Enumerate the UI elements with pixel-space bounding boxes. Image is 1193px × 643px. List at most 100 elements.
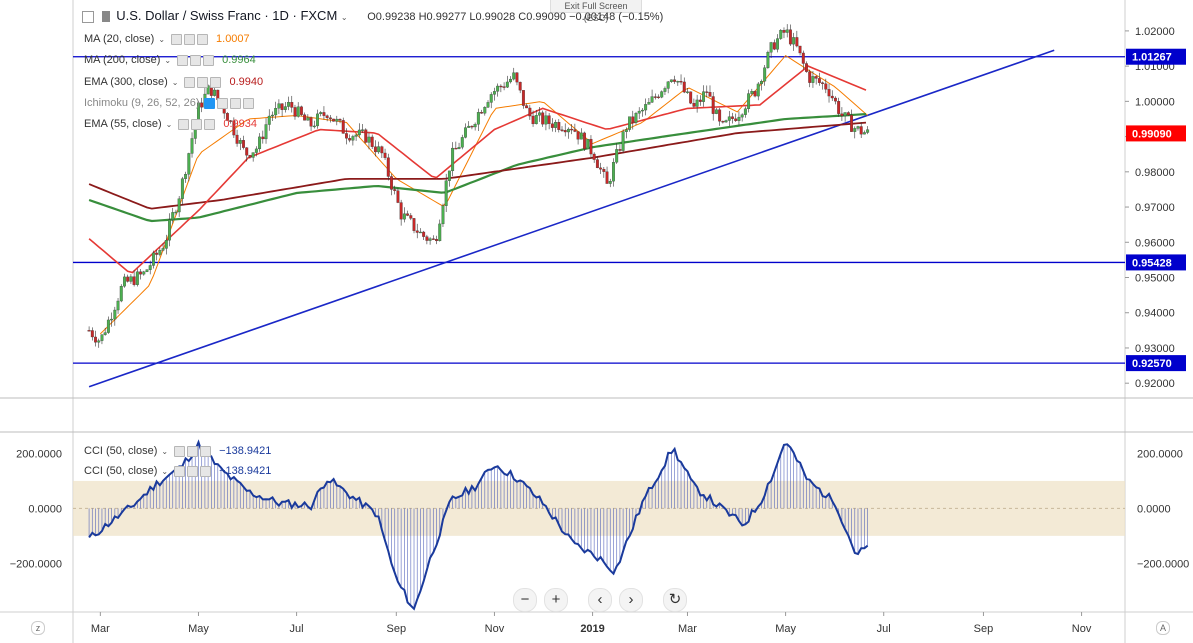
indicator-legend-row[interactable]: Ichimoku (9, 26, 52, 26) <box>84 97 256 109</box>
candle-body <box>808 71 812 83</box>
candle-body <box>158 250 162 255</box>
candle-body <box>570 128 574 131</box>
collapse-icon[interactable] <box>82 10 94 23</box>
indicator-legend-row[interactable]: EMA (300, close) ⌄ 0.9940 <box>84 76 263 88</box>
candle-body <box>113 309 117 320</box>
eye-icon <box>177 54 189 66</box>
candle-body <box>599 167 603 170</box>
candle-body <box>106 319 110 333</box>
candle-body <box>361 129 364 131</box>
candle-body <box>245 147 249 156</box>
candle-body <box>518 81 522 91</box>
gear-icon <box>216 97 228 109</box>
chart-header: U.S. Dollar / Swiss Franc · 1D · FXCM ⌄ … <box>82 8 663 23</box>
candle-body <box>534 115 538 125</box>
candle-body <box>538 112 541 116</box>
candle-body <box>438 223 442 242</box>
candle-body <box>512 72 516 80</box>
candle-body <box>483 107 487 114</box>
candle-body <box>425 236 429 241</box>
candle-body <box>644 104 648 111</box>
candle-body <box>100 334 104 341</box>
candle-body <box>380 146 384 154</box>
chart-title[interactable]: U.S. Dollar / Swiss Franc · 1D · FXCM <box>116 8 338 23</box>
y-tick-label: 1.00000 <box>1135 96 1175 108</box>
gear-icon <box>197 76 209 88</box>
last-price-tag <box>1126 125 1186 142</box>
candle-body <box>692 103 696 107</box>
cci-legend-row[interactable]: CCI (50, close) ⌄ −138.9421 <box>84 445 271 457</box>
candle-body <box>180 178 184 199</box>
candle-body <box>254 148 258 153</box>
price-level-tag <box>1126 48 1186 65</box>
candle-body <box>328 117 332 120</box>
y-tick-label: 0.94000 <box>1135 308 1175 320</box>
scroll-right-button[interactable]: › <box>619 588 643 612</box>
candle-body <box>251 152 255 158</box>
candle-body <box>583 132 586 150</box>
exit-fullscreen-button[interactable]: Exit Full Screen (ESC) <box>550 0 642 23</box>
candle-body <box>544 115 548 125</box>
candle-body <box>351 136 355 141</box>
candle-body <box>123 276 126 287</box>
candle-body <box>695 99 699 107</box>
eye-icon <box>171 33 183 45</box>
indicator-legend-row[interactable]: MA (20, close) ⌄ 1.0007 <box>84 33 250 45</box>
candle-body <box>721 121 725 123</box>
zoom-out-button[interactable]: − <box>513 588 537 612</box>
candle-body <box>489 94 493 103</box>
close-icon <box>204 118 216 130</box>
candle-body <box>277 103 281 109</box>
candle-body <box>862 132 866 135</box>
candle-body <box>390 176 393 190</box>
auto-scale-icon[interactable]: A <box>1156 621 1170 635</box>
candle-body <box>788 29 792 45</box>
candle-body <box>200 102 204 108</box>
indicator-value: −138.9421 <box>219 465 272 477</box>
candle-body <box>319 112 323 115</box>
cci-legend-row[interactable]: CCI (50, close) ⌄ −138.9421 <box>84 465 271 477</box>
candle-body <box>711 96 715 114</box>
chevron-down-icon: ⌄ <box>158 35 166 44</box>
indicator-label: MA (20, close) <box>84 33 155 45</box>
x-tick-label: Sep <box>387 623 407 635</box>
chevron-down-icon[interactable]: ⌄ <box>340 13 348 22</box>
candle-body <box>332 118 336 122</box>
candle-body <box>486 102 490 108</box>
candle-body <box>184 174 188 179</box>
candle-body <box>213 89 217 96</box>
candle-body <box>232 120 236 136</box>
candle-body <box>579 132 583 140</box>
candle-body <box>271 114 274 117</box>
y-tick-label: 0.95000 <box>1135 273 1175 285</box>
zoom-in-button[interactable]: + <box>544 588 568 612</box>
candle-body <box>840 113 844 117</box>
candle-body <box>242 140 245 148</box>
price-level-tag <box>1126 254 1186 271</box>
candle-body <box>126 276 130 282</box>
candle-body <box>714 109 718 114</box>
reset-chart-button[interactable]: ↻ <box>663 588 687 612</box>
candle-body <box>763 67 767 82</box>
candle-body <box>628 116 632 130</box>
candle-body <box>637 110 641 114</box>
scroll-left-button[interactable]: ‹ <box>588 588 612 612</box>
candle-body <box>557 122 561 130</box>
candle-body <box>464 127 467 138</box>
candle-body <box>148 265 152 270</box>
indicator-legend-row[interactable]: MA (200, close) ⌄ 0.9964 <box>84 54 256 66</box>
candle-body <box>280 103 284 110</box>
candle-body <box>846 112 850 116</box>
candle-body <box>563 130 567 133</box>
candle-body <box>94 336 97 343</box>
indicator-legend-row[interactable]: EMA (55, close) ⌄ 0.9934 <box>84 118 257 130</box>
candle-body <box>496 85 500 92</box>
candle-body <box>834 97 837 102</box>
candle-body <box>766 52 770 68</box>
candle-body <box>750 91 754 94</box>
timezone-icon[interactable]: z <box>31 621 45 635</box>
candle-body <box>399 202 403 220</box>
candle-body <box>110 318 114 321</box>
candle-body <box>406 213 410 216</box>
